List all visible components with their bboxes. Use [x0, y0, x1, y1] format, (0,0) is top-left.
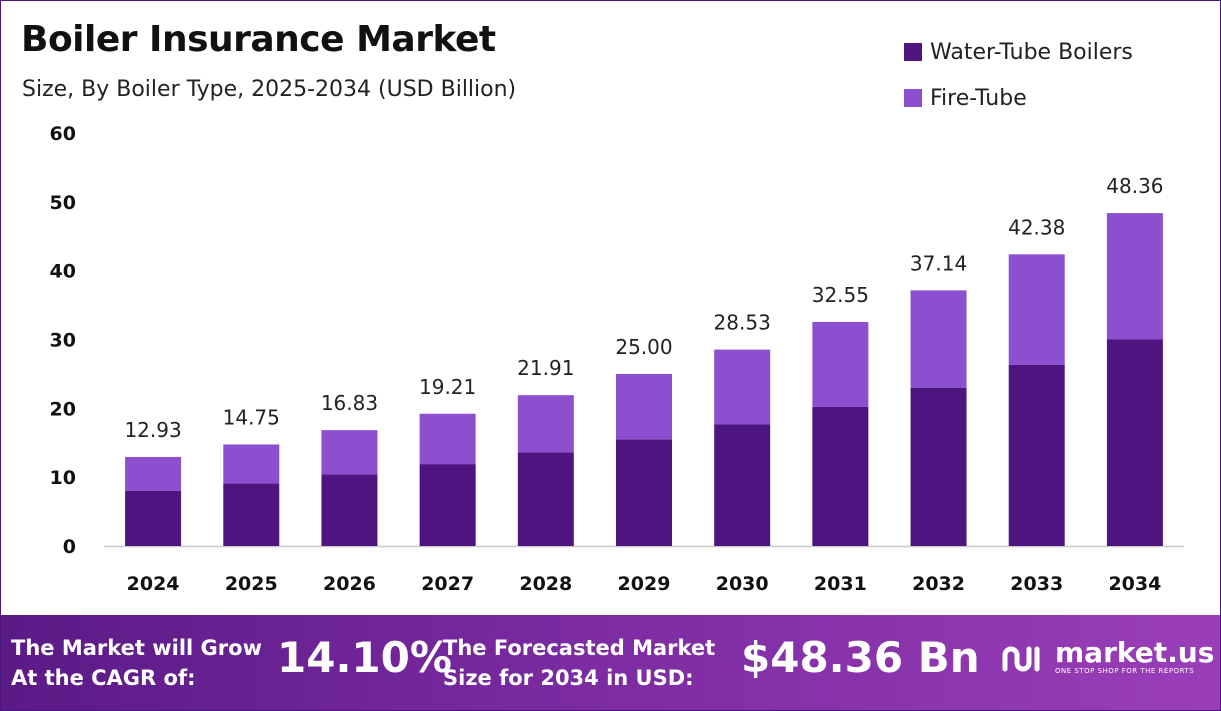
bar-water-tube — [321, 474, 378, 546]
bar-fire-tube — [517, 395, 574, 453]
data-label-total: 12.93 — [124, 418, 181, 442]
bar-water-tube — [125, 490, 182, 546]
y-tick-label: 0 — [63, 536, 76, 558]
bar-fire-tube — [321, 430, 378, 475]
cagr-value: 14.10% — [277, 633, 452, 682]
data-label-total: 37.14 — [910, 251, 967, 275]
y-tick-label: 50 — [50, 192, 76, 214]
bar-water-tube — [1008, 364, 1065, 546]
forecast-label-line1: The Forecasted Market — [443, 636, 716, 660]
bar-water-tube — [419, 464, 476, 546]
y-tick-label: 30 — [50, 330, 76, 352]
cagr-label-line2: At the CAGR of: — [11, 666, 196, 690]
x-tick-label: 2028 — [519, 573, 572, 595]
data-label-total: 14.75 — [223, 405, 280, 429]
bar-fire-tube — [616, 373, 672, 440]
chart-title: Boiler Insurance Market — [21, 19, 496, 60]
bar-water-tube — [517, 452, 574, 546]
x-tick-label: 2026 — [323, 573, 376, 595]
x-tick-label: 2030 — [716, 573, 769, 595]
x-tick-label: 2033 — [1010, 573, 1063, 595]
data-label-total: 16.83 — [321, 391, 378, 415]
cagr-label-line1: The Market will Grow — [11, 636, 262, 660]
legend-label-fire-tube: Fire-Tube — [930, 85, 1027, 111]
forecast-label-line2: Size for 2034 in USD: — [443, 666, 694, 690]
bar-fire-tube — [812, 321, 869, 407]
bar-water-tube — [223, 483, 280, 546]
y-tick-label: 60 — [50, 123, 76, 145]
bar-water-tube — [910, 387, 967, 546]
legend-swatch-water-tube — [904, 43, 922, 61]
bar-water-tube — [1106, 339, 1163, 546]
x-tick-label: 2032 — [912, 573, 965, 595]
data-label-total: 21.91 — [517, 356, 574, 380]
bar-fire-tube — [419, 413, 476, 465]
data-label-total: 25.00 — [615, 335, 672, 359]
x-tick-label: 2029 — [618, 573, 671, 595]
bar-chart: 010203040506012.93202414.75202516.832026… — [50, 123, 1184, 595]
legend-item-fire-tube: Fire-Tube — [904, 75, 1133, 121]
brand-name: market.us — [1055, 636, 1215, 669]
legend-swatch-fire-tube — [904, 89, 922, 107]
legend-label-water-tube: Water-Tube Boilers — [930, 39, 1133, 65]
bar-fire-tube — [910, 290, 967, 388]
bar-fire-tube — [1008, 254, 1065, 365]
legend: Water-Tube Boilers Fire-Tube — [904, 29, 1133, 121]
market-us-logo-icon — [1002, 646, 1040, 672]
brand-tagline: ONE STOP SHOP FOR THE REPORTS — [1055, 667, 1195, 675]
data-label-total: 32.55 — [812, 283, 869, 307]
x-tick-label: 2024 — [127, 573, 180, 595]
y-tick-label: 10 — [50, 467, 76, 489]
data-label-total: 42.38 — [1008, 215, 1065, 239]
x-tick-label: 2027 — [421, 573, 474, 595]
brand-logo: market.us ONE STOP SHOP FOR THE REPORTS — [1001, 639, 1214, 675]
bar-water-tube — [714, 424, 771, 546]
x-tick-label: 2025 — [225, 573, 278, 595]
legend-item-water-tube: Water-Tube Boilers — [904, 29, 1133, 75]
bar-water-tube — [616, 439, 672, 546]
forecast-label: The Forecasted Market Size for 2034 in U… — [443, 633, 715, 693]
footer-banner: The Market will Grow At the CAGR of: 14.… — [1, 615, 1220, 710]
y-tick-label: 20 — [50, 398, 76, 420]
forecast-value: $48.36 Bn — [741, 633, 980, 682]
bar-fire-tube — [1106, 213, 1163, 340]
bar-fire-tube — [714, 349, 771, 425]
y-tick-label: 40 — [50, 261, 76, 283]
data-label-total: 19.21 — [419, 375, 476, 399]
data-label-total: 28.53 — [714, 311, 771, 335]
x-tick-label: 2034 — [1108, 573, 1161, 595]
x-tick-label: 2031 — [814, 573, 867, 595]
bar-water-tube — [812, 406, 869, 546]
data-label-total: 48.36 — [1106, 174, 1163, 198]
cagr-label: The Market will Grow At the CAGR of: — [11, 633, 262, 693]
bar-fire-tube — [223, 444, 280, 484]
bar-fire-tube — [125, 456, 182, 491]
chart-subtitle: Size, By Boiler Type, 2025-2034 (USD Bil… — [22, 77, 517, 102]
